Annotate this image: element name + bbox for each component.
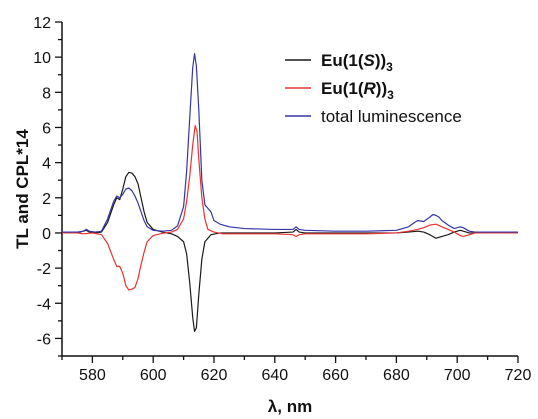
plot-lines <box>62 53 518 332</box>
x-tick-label: 660 <box>322 367 349 384</box>
y-tick-label: 10 <box>33 50 51 67</box>
series-line-3 <box>62 53 518 233</box>
x-tick-label: 720 <box>505 367 532 384</box>
y-tick-label: -2 <box>37 261 51 278</box>
series-line-1 <box>62 171 518 332</box>
legend-label-1: Eu(1(S))3 <box>321 51 393 74</box>
y-tick-label: -4 <box>37 296 51 313</box>
legend-label-3: total luminescence <box>321 107 462 126</box>
y-tick-label: 12 <box>33 15 51 32</box>
x-tick-label: 640 <box>261 367 288 384</box>
series-line-2 <box>62 125 518 291</box>
x-tick-label: 600 <box>140 367 167 384</box>
legend: Eu(1(S))3 Eu(1(R))3 total luminescence <box>285 51 462 126</box>
x-tick-label: 620 <box>201 367 228 384</box>
y-tick-label: -6 <box>37 331 51 348</box>
y-tick-label: 4 <box>42 156 51 173</box>
y-tick-label: 2 <box>42 191 51 208</box>
axes: 580 600 620 640 660 680 700 720 -6 -4 -2 0 2 4 6 8 10 12 <box>33 15 531 384</box>
y-axis-title: TL and CPL*14 <box>13 129 32 249</box>
x-tick-label: 580 <box>79 367 106 384</box>
x-tick-label: 700 <box>444 367 471 384</box>
legend-label-2: Eu(1(R))3 <box>321 79 394 102</box>
x-tick-label: 680 <box>383 367 410 384</box>
y-tick-label: 0 <box>42 226 51 243</box>
y-tick-label: 6 <box>42 120 51 137</box>
x-axis-title: λ, nm <box>268 397 312 416</box>
y-tick-label: 8 <box>42 85 51 102</box>
